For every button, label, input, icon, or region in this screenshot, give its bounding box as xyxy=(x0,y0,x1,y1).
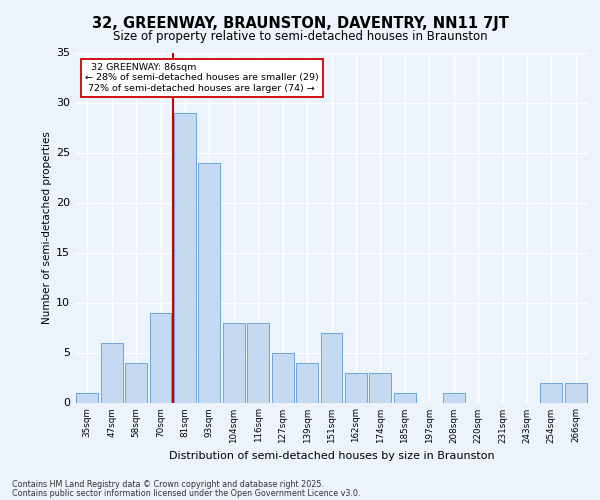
Bar xyxy=(370,372,391,402)
Bar xyxy=(125,362,147,403)
Bar xyxy=(541,382,562,402)
Bar xyxy=(272,352,293,403)
Text: 32 GREENWAY: 86sqm
← 28% of semi-detached houses are smaller (29)
 72% of semi-d: 32 GREENWAY: 86sqm ← 28% of semi-detache… xyxy=(85,63,319,93)
Bar xyxy=(149,312,172,402)
Bar xyxy=(345,372,367,402)
Bar xyxy=(174,112,196,403)
Bar xyxy=(394,392,416,402)
Bar xyxy=(199,162,220,402)
Bar xyxy=(443,392,464,402)
Bar xyxy=(320,332,343,402)
X-axis label: Distribution of semi-detached houses by size in Braunston: Distribution of semi-detached houses by … xyxy=(169,451,494,461)
Bar xyxy=(76,392,98,402)
Text: Size of property relative to semi-detached houses in Braunston: Size of property relative to semi-detach… xyxy=(113,30,487,43)
Bar xyxy=(296,362,318,403)
Bar xyxy=(565,382,587,402)
Bar xyxy=(247,322,269,402)
Text: Contains HM Land Registry data © Crown copyright and database right 2025.: Contains HM Land Registry data © Crown c… xyxy=(12,480,324,489)
Bar xyxy=(223,322,245,402)
Text: 32, GREENWAY, BRAUNSTON, DAVENTRY, NN11 7JT: 32, GREENWAY, BRAUNSTON, DAVENTRY, NN11 … xyxy=(92,16,508,31)
Y-axis label: Number of semi-detached properties: Number of semi-detached properties xyxy=(42,131,52,324)
Bar xyxy=(101,342,122,402)
Text: Contains public sector information licensed under the Open Government Licence v3: Contains public sector information licen… xyxy=(12,488,361,498)
